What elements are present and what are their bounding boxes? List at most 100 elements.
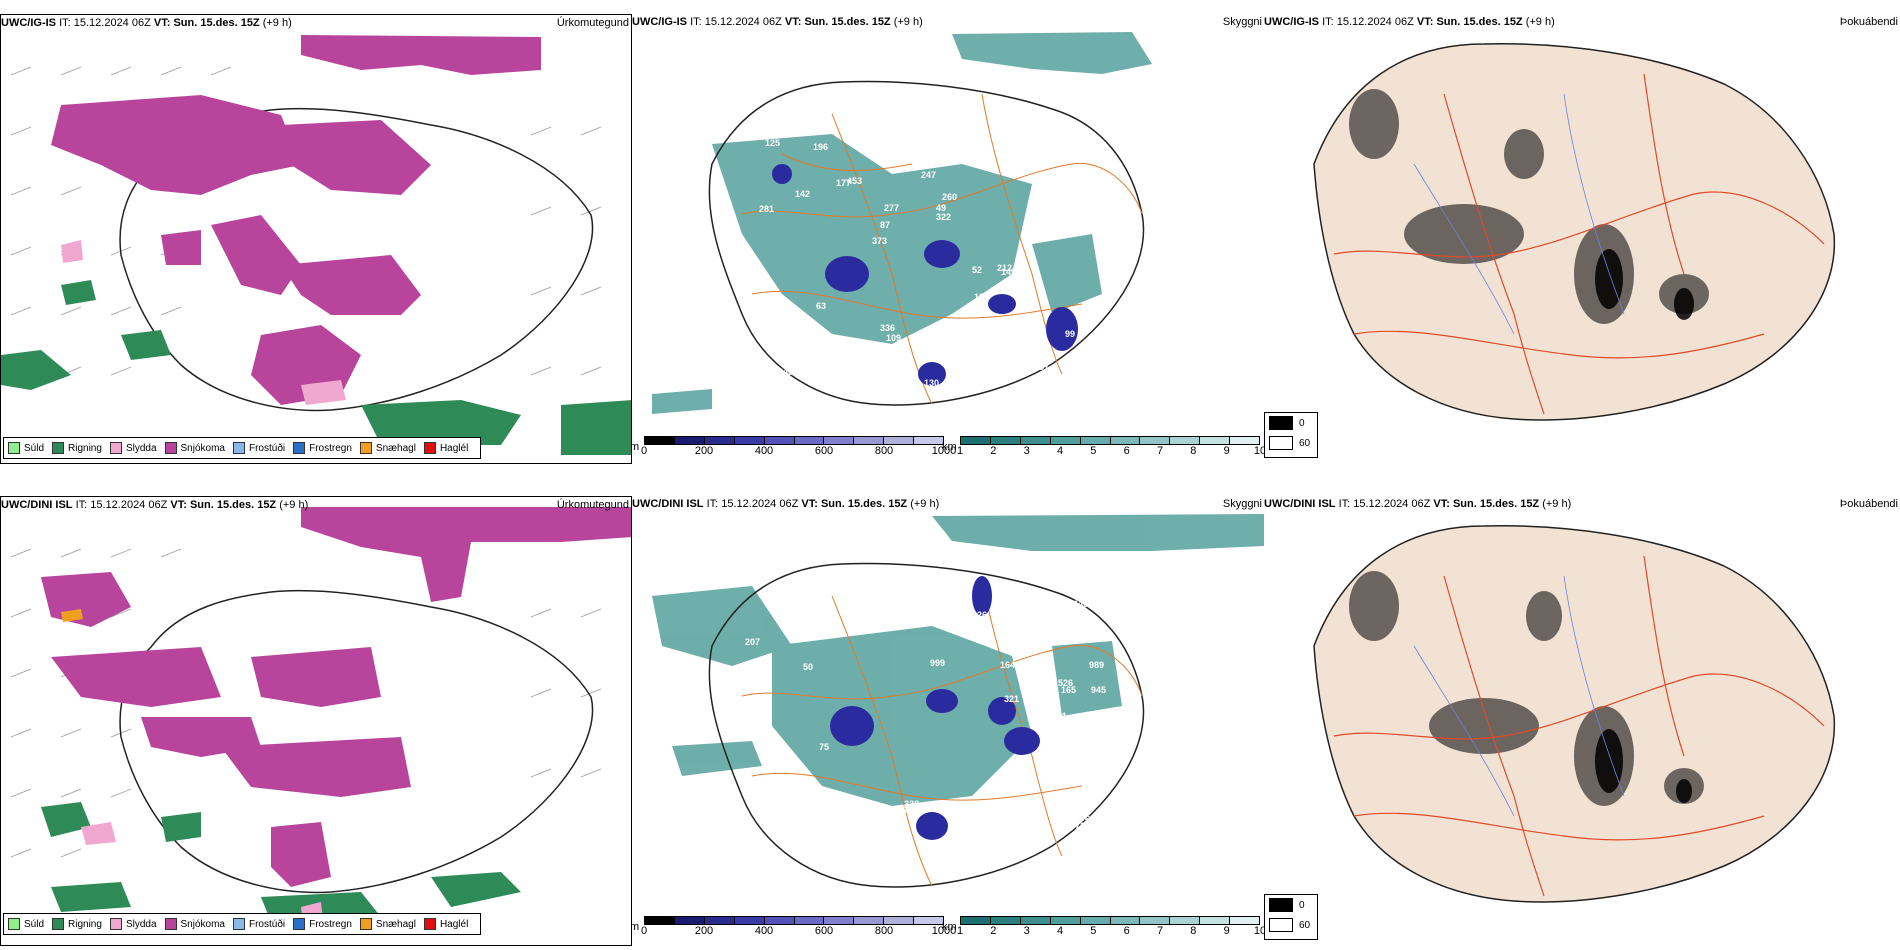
legend-swatch [8, 442, 20, 454]
visibility-value-label: 277 [884, 203, 899, 213]
it-label: IT: [690, 16, 702, 28]
colorbar-cell [674, 437, 705, 444]
legend-item: Slydda [109, 442, 157, 454]
fog-legend-swatch [1269, 918, 1293, 932]
colorbar-cell [1050, 437, 1081, 444]
lead-time: (+9 h) [262, 17, 292, 29]
colorbar-cell [884, 437, 915, 444]
fog-legend-row1: 0 60 [1264, 412, 1318, 458]
colorbar-ticks: 1 2 3 4 5 6 7 8 9 10 [956, 445, 1264, 457]
cloud-map: 456 281 556 373 323 348 129 247 321 453 339 354 212 2… [652, 32, 1152, 414]
colorbar-ticks: 1 2 3 4 5 6 7 8 9 10 [956, 925, 1264, 937]
colorbar-cell [1230, 437, 1260, 444]
iceland-land [1313, 43, 1836, 421]
colorbar-tick: 1000 [931, 445, 957, 457]
colorbar-cell [990, 437, 1021, 444]
visibility-value-label: 165 [1061, 685, 1076, 695]
legend-item: Frostregn [293, 442, 352, 454]
fog-legend-row2: 0 60 [1264, 894, 1318, 940]
fog-legend-item: 60 [1265, 915, 1317, 935]
colorbar-cell [645, 917, 675, 924]
colorbar-cell [794, 917, 825, 924]
colorbar-tick: 3 [1023, 445, 1030, 457]
colorbar-cell [1020, 917, 1051, 924]
visibility-value-label: 77 [1076, 168, 1086, 178]
model-name: UWC/IG-IS [632, 16, 687, 28]
colorbar-cells [644, 916, 944, 925]
precip-map [10, 507, 631, 925]
colorbar-unit: km [942, 921, 957, 933]
colorbar-tick: 1 [956, 445, 964, 457]
colorbar-cell [734, 917, 765, 924]
colorbar-tick: 0 [640, 925, 648, 937]
fog-legend-item: 0 [1265, 895, 1317, 915]
cloud-panel-row2: 554 989 641 999 481 906 526 407 646 50 945 207 414 31… [632, 496, 1264, 946]
model-name: UWC/IG-IS [1, 17, 56, 29]
legend-item: Súld [8, 918, 44, 930]
it-value: 15.12.2024 06Z [721, 498, 799, 510]
vt-label: VT: [1416, 16, 1434, 28]
visibility-value-label: 138 [954, 585, 969, 595]
colorbar-cell [884, 917, 915, 924]
legend-swatch [109, 918, 122, 930]
it-value: 15.12.2024 06Z [90, 499, 168, 511]
visibility-colorbar-row1: km 1 2 3 4 5 6 7 8 9 10 [942, 436, 1264, 457]
legend-item: Snjókoma [164, 442, 225, 454]
legend-item: Snæhagl [359, 442, 416, 454]
visibility-value-label: 83 [1096, 179, 1106, 189]
visibility-value-label: 102 [974, 292, 989, 302]
colorbar-tick: 6 [1123, 925, 1130, 937]
colorbar-cell [961, 437, 991, 444]
visibility-value-label: 430 [869, 842, 884, 852]
colorbar-unit: m [632, 441, 640, 453]
it-label: IT: [75, 499, 88, 511]
visibility-value-label: 312 [874, 854, 889, 864]
it-label: IT: [1322, 16, 1334, 28]
legend-item: Haglél [423, 442, 468, 454]
legend-item: Haglél [423, 918, 468, 930]
fog-panel-row2: UWC/DINI ISL IT: 15.12.2024 06Z VT: Sun.… [1264, 496, 1900, 946]
it-label: IT: [59, 17, 71, 29]
visibility-value-label: 125 [765, 138, 780, 148]
precip-map [1, 35, 631, 455]
visibility-value-label: 335 [960, 846, 975, 856]
colorbar-tick: 5 [1090, 925, 1097, 937]
colorbar-tick: 1 [956, 925, 964, 937]
visibility-value-label: 407 [841, 813, 856, 823]
colorbar-tick: 4 [1056, 925, 1064, 937]
colorbar-cell [1200, 917, 1231, 924]
visibility-value-label: 207 [745, 637, 760, 647]
visibility-value-label: 63 [816, 301, 826, 311]
visibility-value-label: 825 [884, 98, 899, 108]
visibility-value-label: 321 [1004, 694, 1019, 704]
legend-item: Súld [8, 442, 44, 454]
colorbar-cells [960, 916, 1260, 925]
vt-value: Sun. 15.des. 15Z [189, 499, 277, 511]
visibility-value-label: 414 [1051, 711, 1066, 721]
cloud-header-row2: UWC/DINI ISL IT: 15.12.2024 06Z VT: Sun.… [632, 496, 1264, 512]
visibility-value-label: 321 [771, 303, 786, 313]
colorbar-tick: 10 [1253, 925, 1264, 937]
model-name: UWC/DINI ISL [1264, 498, 1336, 510]
visibility-value-label: 348 [778, 367, 793, 377]
it-value: 15.12.2024 06Z [73, 17, 151, 29]
fog-map [1313, 43, 1836, 421]
it-value: 15.12.2024 06Z [1353, 498, 1431, 510]
legend-swatch [232, 918, 245, 930]
visibility-value-label: 692 [1015, 813, 1030, 823]
fog-header-row2: UWC/DINI ISL IT: 15.12.2024 06Z VT: Sun.… [1264, 496, 1900, 512]
colorbar-cell [1200, 437, 1231, 444]
colorbar-cell [1140, 917, 1171, 924]
colorbar-tick: 0 [640, 445, 648, 457]
visibility-value-label: 453 [847, 176, 862, 186]
colorbar-tick: 2 [990, 925, 997, 937]
legend-swatch [164, 918, 177, 930]
legend-swatch [109, 442, 122, 454]
fog-map [1313, 525, 1836, 903]
cloud-header-row1: UWC/IG-IS IT: 15.12.2024 06Z VT: Sun. 15… [632, 14, 1264, 30]
visibility-value-label: 79 [1112, 807, 1122, 817]
precip-legend-row2: Súld Rigning Slydda Snjókoma Frostúði Fr… [3, 913, 482, 935]
panel-title: Skyggni [1222, 498, 1262, 510]
vt-label: VT: [784, 16, 802, 28]
colorbar-tick: 5 [1090, 445, 1097, 457]
